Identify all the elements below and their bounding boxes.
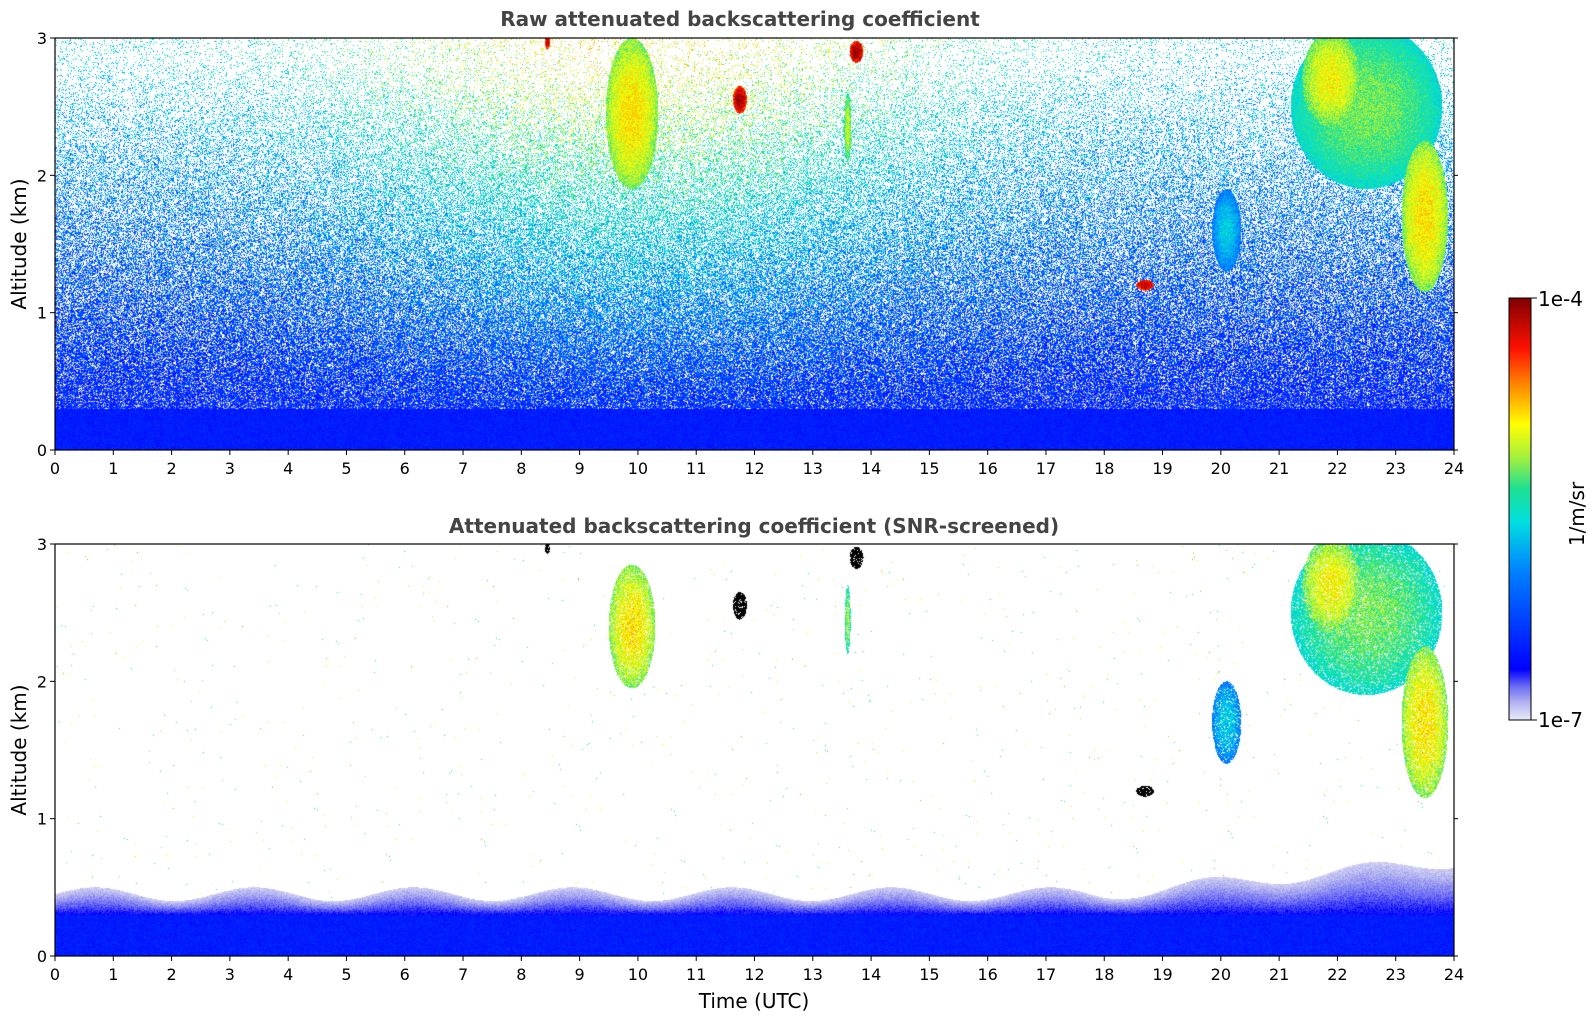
- x-tick-label: 2: [166, 965, 176, 984]
- x-tick-label: 15: [919, 965, 939, 984]
- raw-ylabel: Altitude (km): [7, 178, 31, 309]
- x-tick-label: 10: [628, 459, 648, 478]
- x-tick-label: 22: [1327, 459, 1347, 478]
- x-tick-label: 11: [686, 965, 706, 984]
- x-tick-label: 16: [977, 965, 997, 984]
- x-tick-label: 7: [458, 459, 468, 478]
- x-tick-label: 19: [1152, 459, 1172, 478]
- x-tick-label: 11: [686, 459, 706, 478]
- x-tick-label: 17: [1036, 459, 1056, 478]
- x-tick-label: 8: [516, 965, 526, 984]
- y-tick-label: 3: [37, 535, 47, 554]
- x-tick-label: 3: [225, 965, 235, 984]
- x-tick-label: 12: [744, 459, 764, 478]
- colorbar-gradient: [1508, 297, 1532, 721]
- colorbar-unit-label: 1/m/sr: [1565, 481, 1589, 546]
- x-tick-label: 4: [283, 965, 293, 984]
- x-tick-label: 23: [1386, 965, 1406, 984]
- colorbar-min-label: 1e-7: [1538, 708, 1583, 732]
- x-tick-label: 20: [1211, 459, 1231, 478]
- x-tick-label: 8: [516, 459, 526, 478]
- x-tick-label: 14: [861, 965, 881, 984]
- x-tick-label: 2: [166, 459, 176, 478]
- x-tick-label: 9: [575, 965, 585, 984]
- x-tick-label: 14: [861, 459, 881, 478]
- x-tick-label: 24: [1444, 459, 1464, 478]
- x-tick-label: 6: [400, 965, 410, 984]
- y-tick-label: 2: [37, 672, 47, 691]
- y-tick-label: 0: [37, 441, 47, 460]
- x-tick-label: 13: [803, 459, 823, 478]
- raw-heatmap: [55, 38, 1454, 450]
- x-tick-label: 4: [283, 459, 293, 478]
- x-tick-label: 22: [1327, 965, 1347, 984]
- colorbar-max-label: 1e-4: [1538, 287, 1583, 311]
- panel-raw-title: Raw attenuated backscattering coefficien…: [500, 7, 980, 31]
- x-tick-label: 19: [1152, 965, 1172, 984]
- y-tick-label: 2: [37, 166, 47, 185]
- x-tick-label: 16: [977, 459, 997, 478]
- x-tick-label: 18: [1094, 459, 1114, 478]
- x-tick-label: 1: [108, 459, 118, 478]
- x-tick-label: 18: [1094, 965, 1114, 984]
- y-tick-label: 1: [37, 810, 47, 829]
- x-tick-label: 1: [108, 965, 118, 984]
- y-tick-label: 0: [37, 947, 47, 966]
- panel-screened-title: Attenuated backscattering coefficient (S…: [449, 514, 1059, 538]
- x-tick-label: 21: [1269, 965, 1289, 984]
- colorbar: 1e-4 1e-7 1/m/sr: [1508, 287, 1589, 732]
- x-tick-label: 3: [225, 459, 235, 478]
- x-tick-label: 7: [458, 965, 468, 984]
- y-tick-label: 3: [37, 29, 47, 48]
- x-tick-label: 5: [341, 459, 351, 478]
- x-tick-label: 20: [1211, 965, 1231, 984]
- screened-ylabel: Altitude (km): [7, 684, 31, 815]
- x-tick-label: 17: [1036, 965, 1056, 984]
- x-tick-label: 21: [1269, 459, 1289, 478]
- x-tick-label: 9: [575, 459, 585, 478]
- x-tick-label: 24: [1444, 965, 1464, 984]
- screened-axis-ticks: 0 1 2 3 4 5 6 7 8 9 10 11 12 13 14 15 16 17 18 19 20 21 22 23 24…: [37, 535, 1464, 984]
- x-tick-label: 5: [341, 965, 351, 984]
- panel-raw: Raw attenuated backscattering coefficien…: [7, 7, 1464, 478]
- x-tick-label: 23: [1386, 459, 1406, 478]
- x-tick-label: 6: [400, 459, 410, 478]
- x-tick-label: 15: [919, 459, 939, 478]
- x-tick-label: 0: [50, 965, 60, 984]
- panel-screened: Attenuated backscattering coefficient (S…: [7, 514, 1464, 1013]
- screened-heatmap: [55, 544, 1454, 956]
- x-tick-label: 13: [803, 965, 823, 984]
- x-tick-label: 0: [50, 459, 60, 478]
- y-tick-label: 1: [37, 304, 47, 323]
- time-axis-label: Time (UTC): [698, 989, 810, 1013]
- x-tick-label: 10: [628, 965, 648, 984]
- x-tick-label: 12: [744, 965, 764, 984]
- raw-axis-ticks: 0 1 2 3 4 5 6 7 8 9 10 11 12 13 14 15 16 17 18 19 20 21 22 23 24…: [37, 29, 1464, 478]
